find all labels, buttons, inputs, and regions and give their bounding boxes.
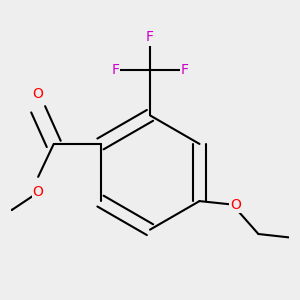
Text: O: O <box>230 198 241 212</box>
Text: F: F <box>111 63 119 77</box>
Text: F: F <box>181 63 189 77</box>
Text: O: O <box>33 87 44 101</box>
Text: O: O <box>33 185 44 200</box>
Text: F: F <box>146 30 154 44</box>
